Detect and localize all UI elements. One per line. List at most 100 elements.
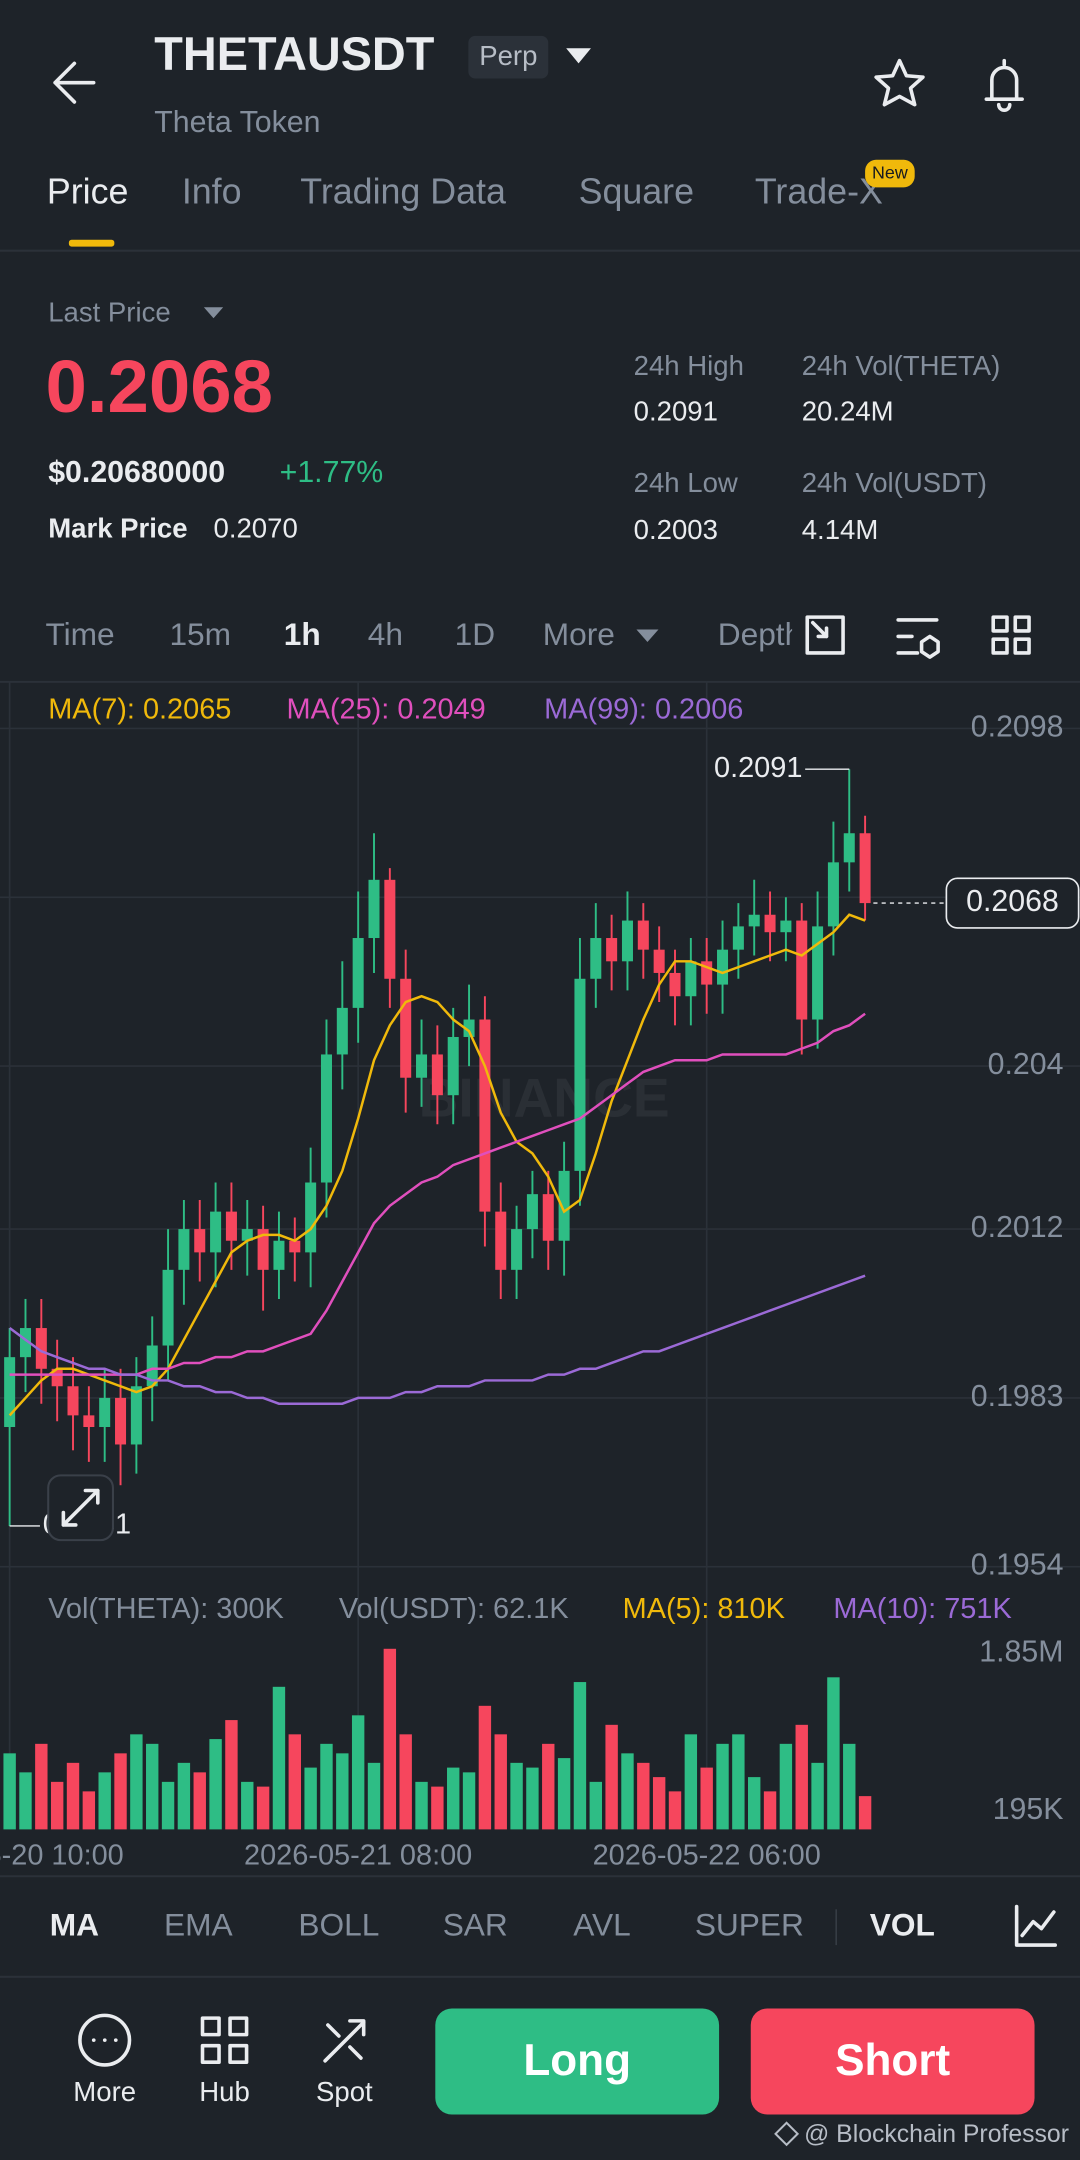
- stat-label: 24h High: [634, 350, 744, 381]
- volume-bar: [668, 1791, 682, 1830]
- symbol[interactable]: THETAUSDT: [154, 28, 434, 80]
- candle-body: [621, 920, 633, 962]
- dropdown-icon[interactable]: [203, 307, 224, 319]
- candle-body: [273, 1240, 285, 1270]
- indicator[interactable]: AVL: [573, 1907, 631, 1943]
- notification-icon[interactable]: [984, 58, 1024, 112]
- volume-tick-label: 195K: [993, 1793, 1064, 1826]
- dropdown-icon[interactable]: [636, 629, 659, 642]
- nav-label[interactable]: More: [73, 2076, 136, 2107]
- volume-bar: [716, 1743, 729, 1830]
- indicator-settings-icon[interactable]: [1014, 1904, 1057, 1947]
- indicator[interactable]: SUPER: [695, 1907, 804, 1943]
- y-tick-label: 0.204: [988, 1048, 1064, 1081]
- volume-bar: [748, 1777, 761, 1830]
- interval[interactable]: Depth: [718, 616, 803, 652]
- stat-label: 24h Low: [634, 467, 738, 498]
- subtitle: Theta Token: [154, 106, 320, 139]
- candle-body: [843, 833, 855, 863]
- volume-bar: [526, 1767, 539, 1830]
- layout-icon[interactable]: [991, 615, 1031, 655]
- candle-body: [431, 1054, 443, 1096]
- short-button[interactable]: [750, 2008, 1035, 2115]
- candle-body: [83, 1415, 95, 1428]
- volume-bar: [573, 1682, 587, 1830]
- candle-body: [178, 1229, 190, 1270]
- mark-price: 0.2070: [214, 513, 298, 544]
- indicator[interactable]: MA: [50, 1907, 99, 1943]
- candle-body: [289, 1240, 301, 1253]
- candle-body: [590, 938, 602, 979]
- candle-body: [194, 1229, 206, 1253]
- candle-body: [558, 1170, 570, 1241]
- chart-tool-icon[interactable]: [805, 615, 845, 655]
- last-price: 0.2068: [45, 345, 272, 428]
- candle-body: [368, 879, 380, 939]
- volume-bar: [557, 1758, 571, 1830]
- candle-body: [685, 961, 697, 997]
- volume-tick-label: 1.85M: [979, 1636, 1063, 1669]
- nav-label[interactable]: Spot: [316, 2076, 373, 2107]
- tab[interactable]: Square: [579, 172, 694, 212]
- new-badge: New: [872, 162, 908, 182]
- interval[interactable]: More: [543, 616, 615, 652]
- interval[interactable]: 4h: [368, 616, 403, 652]
- interval[interactable]: Time: [45, 616, 114, 652]
- candle-body: [653, 949, 665, 973]
- volume-bar: [827, 1677, 840, 1830]
- indicator[interactable]: SAR: [443, 1907, 508, 1943]
- indicator[interactable]: EMA: [164, 1907, 234, 1943]
- volume-bar: [843, 1743, 856, 1830]
- volume-bar: [177, 1762, 191, 1830]
- ma-legend: MA(25): 0.2049: [287, 693, 486, 725]
- candle-body: [511, 1229, 523, 1270]
- candle-body: [479, 1019, 491, 1212]
- favorite-icon[interactable]: [874, 58, 925, 107]
- volume-bar: [3, 1753, 16, 1830]
- symbol-dropdown[interactable]: [566, 48, 591, 64]
- back-button[interactable]: [53, 61, 96, 104]
- candle-body: [67, 1386, 79, 1416]
- candle-body: [241, 1229, 253, 1241]
- volume-bar: [732, 1734, 745, 1830]
- interval[interactable]: 1D: [455, 616, 496, 652]
- x-tick-label: 2026-05-20 10:00: [0, 1840, 124, 1872]
- volume-bar: [351, 1715, 365, 1830]
- tab[interactable]: Trade-X: [755, 172, 883, 212]
- interval[interactable]: 1h: [284, 616, 321, 652]
- chart-settings-icon[interactable]: [896, 618, 940, 659]
- candle-body: [669, 972, 681, 997]
- indicator[interactable]: BOLL: [298, 1907, 379, 1943]
- candle-body: [447, 1036, 459, 1096]
- candle-body: [225, 1211, 237, 1241]
- candle-body: [320, 1054, 332, 1183]
- hub-icon[interactable]: [200, 2016, 249, 2064]
- interval[interactable]: 15m: [169, 616, 231, 652]
- volume-bar: [225, 1720, 238, 1830]
- y-tick-label: 0.1983: [971, 1380, 1064, 1413]
- volume-bar: [209, 1739, 222, 1830]
- candle-body: [99, 1397, 111, 1428]
- indicator[interactable]: VOL: [870, 1907, 935, 1943]
- volume-bar: [510, 1762, 523, 1830]
- long-button[interactable]: [435, 2008, 720, 2115]
- volume-bar: [478, 1705, 492, 1830]
- tab[interactable]: Price: [47, 172, 129, 212]
- watermark-icon: [774, 2121, 800, 2147]
- x-tick-label: 2026-05-21 08:00: [244, 1840, 472, 1872]
- candle-body: [748, 914, 760, 927]
- x-tick-label: 2026-05-22 06:00: [593, 1840, 821, 1872]
- tab[interactable]: Info: [182, 172, 242, 212]
- usd-price: $0.20680000: [48, 456, 225, 489]
- volume-bar: [82, 1791, 96, 1830]
- tab[interactable]: Trading Data: [300, 172, 506, 212]
- candle-body: [764, 914, 776, 933]
- spot-icon[interactable]: [323, 2019, 366, 2063]
- candle-body: [542, 1194, 554, 1241]
- volume-bar: [415, 1781, 428, 1830]
- nav-label[interactable]: Hub: [199, 2076, 250, 2107]
- candle-body: [400, 978, 412, 1078]
- more-icon[interactable]: [78, 2013, 132, 2067]
